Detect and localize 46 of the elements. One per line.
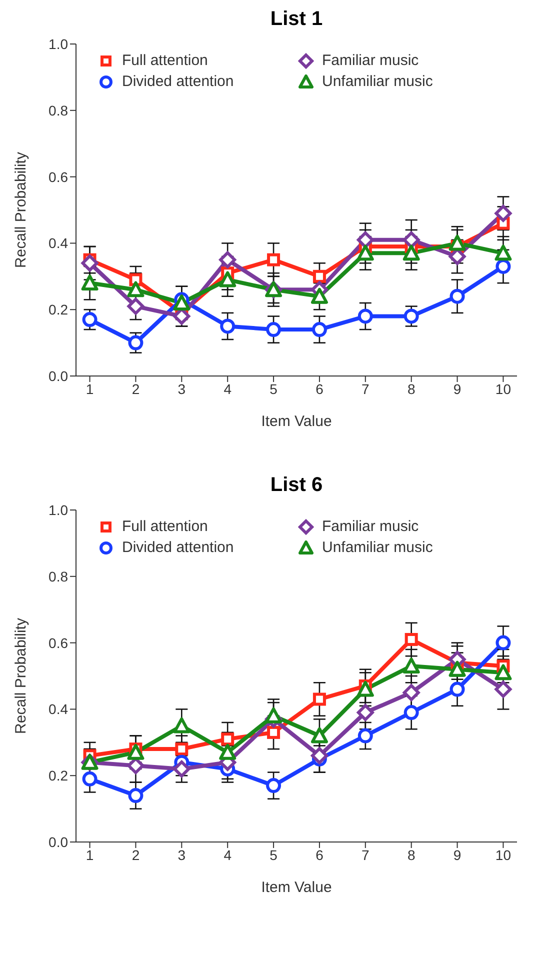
legend-label: Full attention bbox=[122, 518, 208, 535]
x-tick-label: 2 bbox=[132, 380, 140, 397]
y-axis-title: Recall Probability bbox=[12, 152, 30, 268]
y-tick-label: 0.6 bbox=[48, 634, 68, 651]
x-tick-label: 5 bbox=[270, 380, 278, 397]
x-tick-label: 7 bbox=[362, 846, 370, 863]
x-tick-label: 3 bbox=[178, 380, 186, 397]
y-tick-label: 0.0 bbox=[48, 834, 68, 850]
y-tick-label: 0.8 bbox=[48, 568, 68, 584]
x-tick-label: 9 bbox=[453, 380, 462, 397]
y-axis-title: Recall Probability bbox=[12, 618, 30, 734]
x-tick-label: 7 bbox=[362, 380, 370, 397]
y-tick-label: 0.4 bbox=[48, 701, 68, 718]
x-tick-label: 4 bbox=[224, 380, 232, 397]
legend-label: Unfamiliar music bbox=[322, 73, 433, 90]
legend-label: Unfamiliar music bbox=[322, 539, 433, 556]
chart-title: List 6 bbox=[269, 474, 324, 498]
legend-label: Familiar music bbox=[322, 52, 419, 69]
x-tick-label: 4 bbox=[224, 846, 232, 863]
y-tick-label: 1.0 bbox=[48, 36, 68, 52]
chart-title: List 1 bbox=[269, 8, 324, 32]
x-tick-label: 1 bbox=[86, 846, 94, 863]
x-tick-label: 1 bbox=[86, 380, 94, 397]
legend-label: Full attention bbox=[122, 52, 208, 69]
x-tick-label: 5 bbox=[270, 846, 278, 863]
y-tick-label: 1.0 bbox=[48, 502, 68, 518]
x-axis-title: Item Value bbox=[261, 879, 332, 896]
x-tick-label: 6 bbox=[316, 380, 324, 397]
x-tick-label: 10 bbox=[495, 380, 512, 397]
x-tick-label: 2 bbox=[132, 846, 140, 863]
x-tick-label: 3 bbox=[178, 846, 186, 863]
legend-label: Divided attention bbox=[122, 539, 234, 556]
y-tick-label: 0.2 bbox=[48, 768, 68, 784]
y-tick-label: 0.8 bbox=[48, 102, 68, 118]
x-tick-label: 8 bbox=[407, 380, 416, 397]
x-tick-label: 9 bbox=[453, 846, 462, 863]
x-tick-label: 10 bbox=[495, 846, 512, 863]
y-tick-label: 0.4 bbox=[48, 235, 68, 252]
legend-label: Familiar music bbox=[322, 518, 419, 535]
y-tick-label: 0.0 bbox=[48, 368, 68, 384]
legend-label: Divided attention bbox=[122, 73, 234, 90]
x-tick-label: 8 bbox=[407, 846, 416, 863]
y-tick-label: 0.6 bbox=[48, 168, 68, 185]
x-tick-label: 6 bbox=[316, 846, 324, 863]
x-axis-title: Item Value bbox=[261, 413, 332, 430]
y-tick-label: 0.2 bbox=[48, 302, 68, 318]
